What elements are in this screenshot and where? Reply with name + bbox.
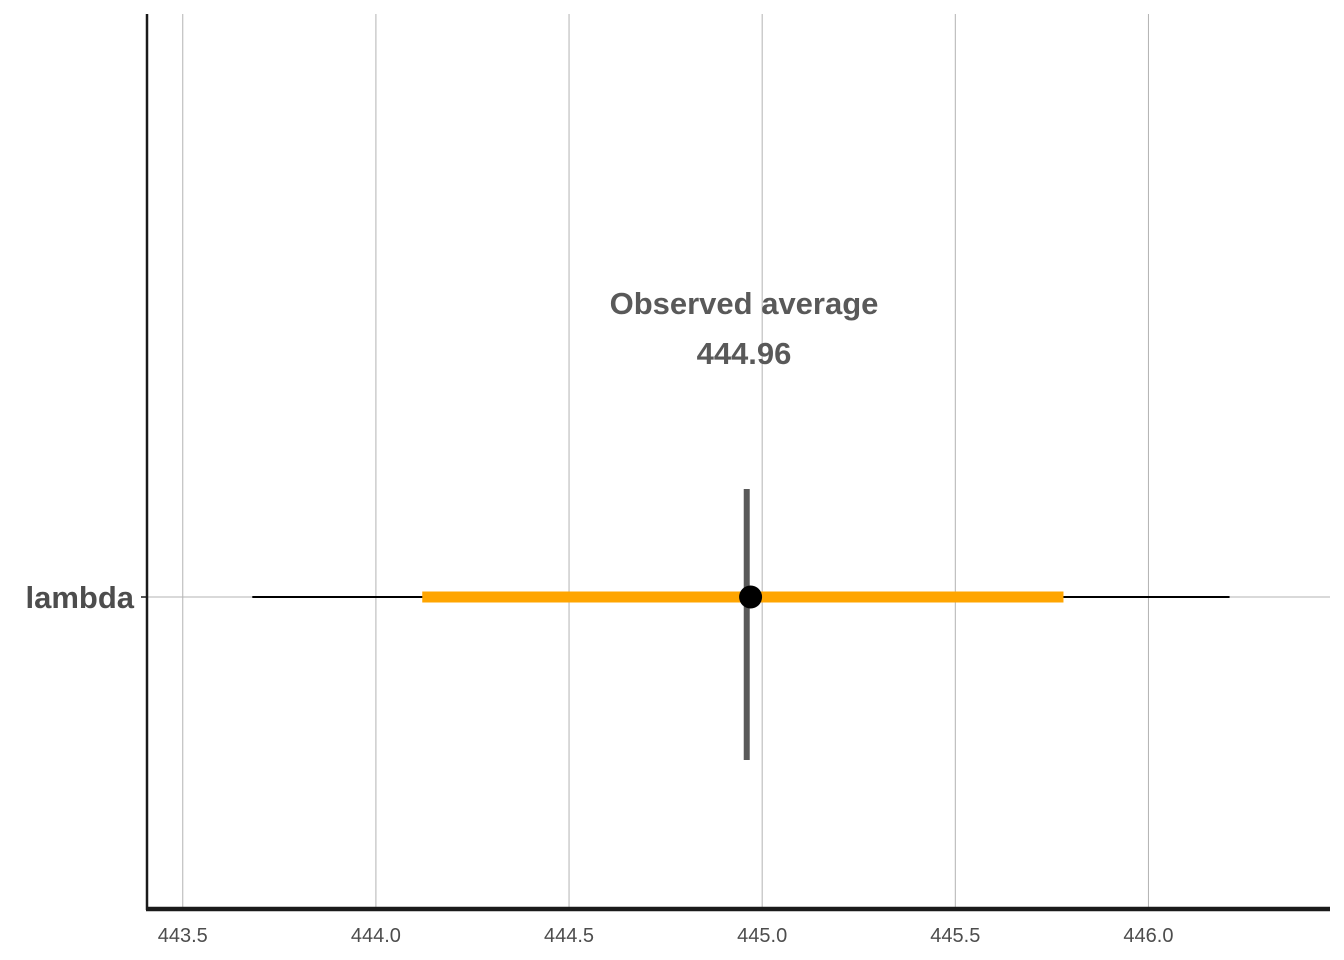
x-tick-label: 445.5: [930, 925, 980, 947]
interval-marks: [252, 489, 1230, 760]
x-tick-label: 445.0: [737, 925, 787, 947]
x-tick-label: 444.0: [351, 925, 401, 947]
point-estimate: [739, 585, 763, 609]
reference-line-value: 444.96: [697, 336, 792, 371]
x-tick-label: 446.0: [1123, 925, 1173, 947]
x-tick-label: 444.5: [544, 925, 594, 947]
reference-annotation: Observed average 444.96: [610, 286, 879, 371]
x-tick-label: 443.5: [158, 925, 208, 947]
grid-lines: [148, 14, 1330, 908]
y-category-label: lambda: [25, 580, 134, 615]
axes: [145, 14, 1330, 912]
reference-line-label: Observed average: [610, 286, 879, 321]
x-axis-ticks: 443.5 444.0 444.5 445.0 445.5 446.0 lambda: [25, 580, 1173, 947]
